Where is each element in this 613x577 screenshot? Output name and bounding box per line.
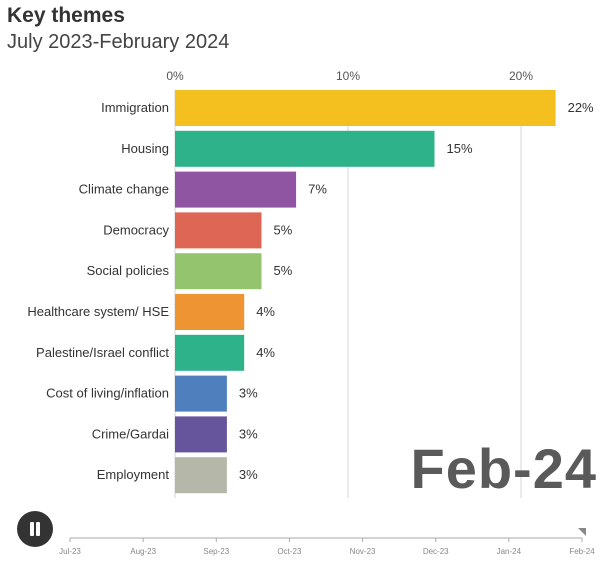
category-label: Palestine/Israel conflict: [36, 345, 169, 360]
bar: [175, 457, 227, 494]
category-label: Housing: [121, 141, 169, 156]
category-label: Employment: [97, 467, 170, 482]
value-label: 4%: [256, 304, 275, 319]
value-label: 15%: [447, 141, 473, 156]
value-label: 4%: [256, 345, 275, 360]
chart-title: Key themes: [7, 4, 125, 27]
bar: [175, 130, 435, 167]
value-label: 3%: [239, 386, 258, 401]
category-label: Democracy: [103, 222, 169, 237]
chart-subtitle: July 2023-February 2024: [7, 31, 230, 53]
bar: [175, 416, 227, 453]
category-label: Crime/Gardai: [92, 426, 169, 441]
timeline-label: Dec-23: [423, 547, 449, 556]
timeline-label: Jul-23: [59, 547, 81, 556]
value-label: 22%: [568, 100, 594, 115]
value-label: 5%: [274, 263, 293, 278]
timeline-label: Sep-23: [203, 547, 229, 556]
bar: [175, 90, 556, 126]
x-tick-label: 20%: [509, 69, 533, 83]
timeline-label: Jan-24: [497, 547, 522, 556]
bar-chart: 0% 10% 20% Immigration 22% Housing 15% Climate …: [27, 69, 594, 498]
timeline-label: Feb-24: [569, 547, 595, 556]
current-period-label: Feb-24: [410, 437, 597, 500]
timeline-handle[interactable]: [578, 528, 586, 536]
timeline-slider[interactable]: Jul-23 Aug-23 Sep-23 Oct-23 Nov-23 Dec-23 Jan-…: [0, 528, 613, 577]
value-label: 5%: [274, 222, 293, 237]
x-tick-label: 0%: [166, 69, 184, 83]
bar: [175, 334, 245, 371]
bar: [175, 212, 262, 249]
timeline-label: Oct-23: [277, 547, 302, 556]
timeline-label: Nov-23: [350, 547, 376, 556]
bar: [175, 294, 245, 330]
timeline-label: Aug-23: [130, 547, 156, 556]
value-label: 3%: [239, 467, 258, 482]
category-label: Social policies: [87, 263, 170, 278]
category-label: Cost of living/inflation: [46, 386, 169, 401]
category-label: Immigration: [101, 100, 169, 115]
category-label: Healthcare system/ HSE: [27, 304, 169, 319]
category-label: Climate change: [79, 182, 169, 197]
pause-button[interactable]: [17, 511, 53, 547]
value-label: 7%: [308, 182, 327, 197]
x-tick-label: 10%: [336, 69, 360, 83]
bar: [175, 253, 262, 290]
bar: [175, 171, 297, 208]
bar: [175, 375, 227, 412]
value-label: 3%: [239, 426, 258, 441]
